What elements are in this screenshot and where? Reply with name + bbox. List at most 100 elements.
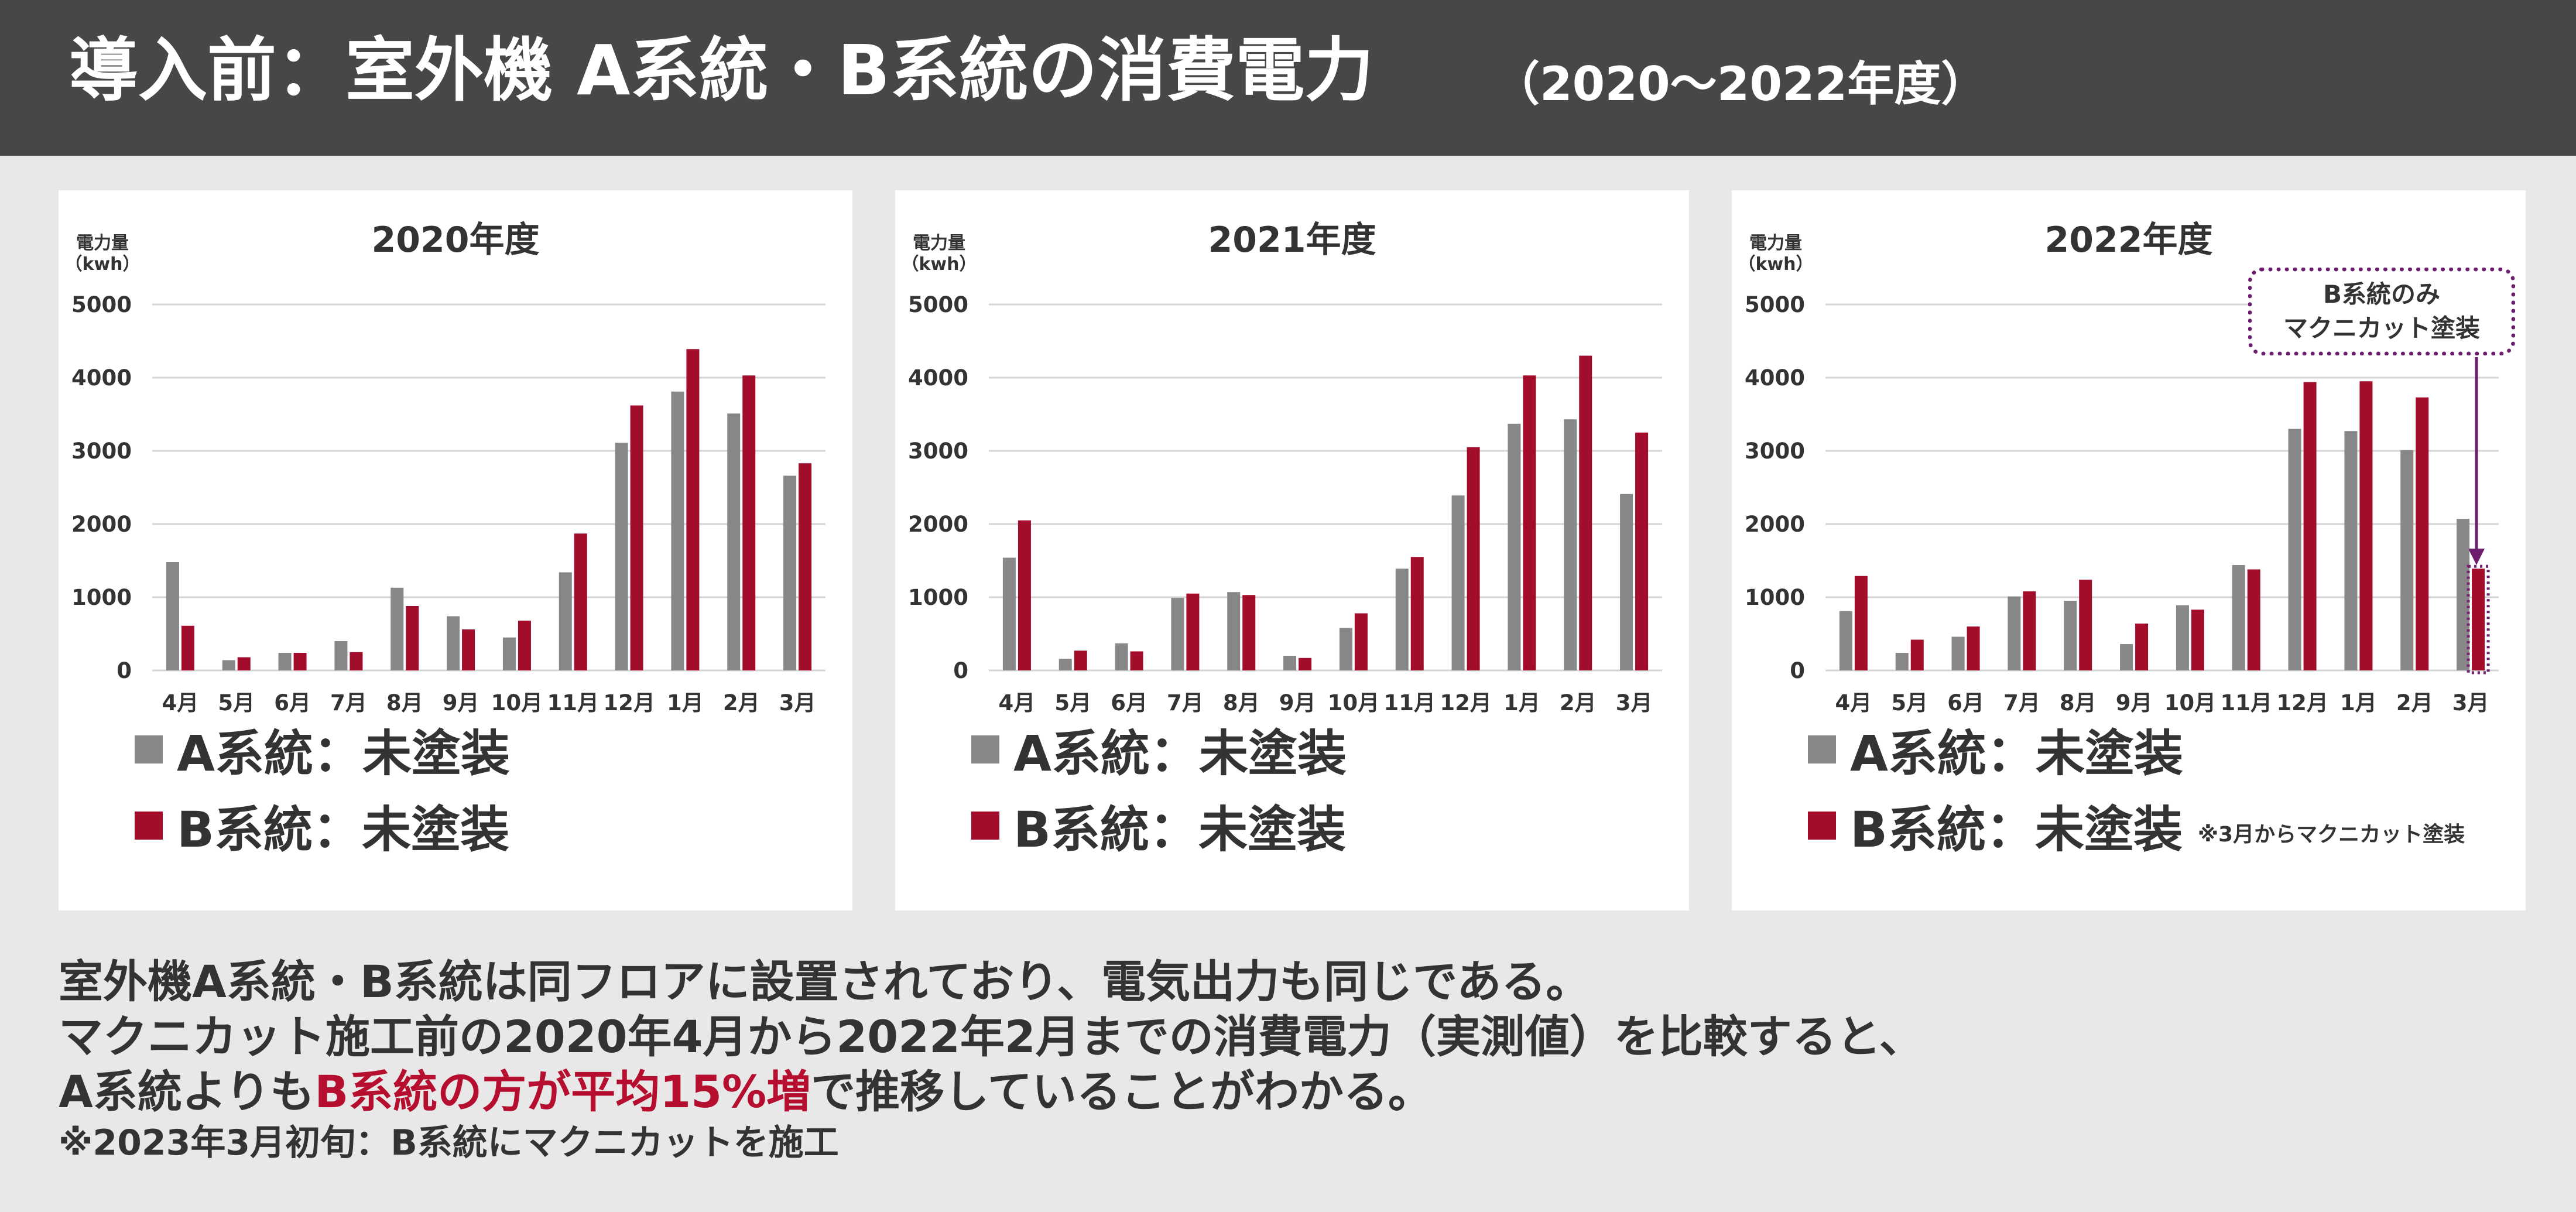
x-tick-label: 9月 bbox=[1279, 690, 1316, 715]
bar-b bbox=[2247, 569, 2260, 670]
legend-label: B系統：未塗装 bbox=[177, 800, 510, 858]
x-tick-label: 12月 bbox=[1440, 690, 1492, 715]
bar-a bbox=[1508, 423, 1521, 670]
bar-a bbox=[1620, 494, 1633, 670]
bar-b bbox=[574, 533, 587, 670]
y-axis-label: （kwh） bbox=[64, 254, 140, 275]
x-tick-label: 8月 bbox=[1223, 690, 1260, 715]
chart-title: 2022年度 bbox=[2045, 220, 2213, 261]
x-tick-label: 7月 bbox=[1167, 690, 1204, 715]
x-tick-label: 8月 bbox=[2060, 690, 2097, 715]
y-tick-label: 1000 bbox=[908, 585, 968, 610]
x-tick-label: 10月 bbox=[1328, 690, 1380, 715]
legend-swatch bbox=[1808, 812, 1836, 840]
x-tick-label: 3月 bbox=[779, 690, 816, 715]
y-axis-label: 電力量 bbox=[1749, 233, 1802, 254]
x-tick-label: 10月 bbox=[491, 690, 543, 715]
bar-b bbox=[2416, 397, 2429, 670]
bar-a bbox=[166, 562, 179, 670]
y-tick-label: 2000 bbox=[908, 512, 968, 537]
chart-svg: 2021年度 電力量（kwh） 0 1000 2000 3000 4000 5000 4月 5月 6… bbox=[901, 220, 1662, 715]
y-tick-label: 1000 bbox=[1745, 585, 1805, 610]
x-tick-label: 11月 bbox=[547, 690, 600, 715]
bar-a bbox=[727, 413, 741, 670]
x-tick-label: 2月 bbox=[1560, 690, 1597, 715]
bar-a bbox=[783, 475, 797, 670]
bar-b bbox=[1186, 593, 1200, 670]
x-tick-label: 6月 bbox=[274, 690, 311, 715]
y-tick-label: 1000 bbox=[71, 585, 132, 610]
bar-b bbox=[350, 652, 363, 670]
bar-a bbox=[1171, 598, 1184, 670]
legend-item-b: B系統：未塗装 bbox=[971, 796, 1346, 858]
bar-a bbox=[2288, 429, 2301, 670]
annotation-arrowhead bbox=[2468, 549, 2485, 565]
bar-b bbox=[2191, 610, 2204, 670]
x-tick-label: 8月 bbox=[386, 690, 423, 715]
bar-a bbox=[1059, 659, 1072, 670]
page-title: 導入前：室外機 A系統・B系統の消費電力 bbox=[69, 30, 1374, 111]
bar-b bbox=[742, 375, 756, 670]
legend-label: A系統：未塗装 bbox=[1850, 724, 2184, 782]
y-tick-label: 5000 bbox=[908, 292, 968, 317]
chart-svg: 2020年度 電力量（kwh） 0 1000 2000 3000 4000 5000 4月 5月 6… bbox=[64, 220, 825, 715]
description-highlight: B系統の方が平均15%増 bbox=[314, 1066, 811, 1118]
bar-b bbox=[518, 621, 531, 670]
bar-a bbox=[1451, 495, 1465, 670]
bar-a bbox=[1395, 569, 1409, 670]
bar-a bbox=[278, 653, 292, 670]
description-line-1: 室外機A系統・B系統は同フロアに設置されており、電気出力も同じである。 bbox=[59, 956, 1591, 1008]
bar-a bbox=[390, 587, 404, 670]
bar-a bbox=[2232, 565, 2245, 670]
x-tick-label: 5月 bbox=[218, 690, 255, 715]
y-tick-label: 4000 bbox=[1745, 365, 1805, 391]
description: 室外機A系統・B系統は同フロアに設置されており、電気出力も同じである。 マクニカ… bbox=[59, 954, 2517, 1166]
bar-b bbox=[1467, 447, 1480, 670]
chart-title: 2020年度 bbox=[372, 220, 540, 261]
legend-swatch bbox=[135, 735, 163, 764]
bar-b bbox=[1635, 432, 1649, 670]
bar-b bbox=[2359, 381, 2373, 670]
page-subtitle: （2020〜2022年度） bbox=[1493, 57, 1988, 111]
bar-a bbox=[2457, 519, 2470, 670]
bar-a bbox=[1227, 592, 1241, 670]
x-tick-label: 4月 bbox=[1835, 690, 1872, 715]
y-tick-label: 4000 bbox=[908, 365, 968, 391]
bar-b bbox=[462, 629, 475, 670]
bar-b bbox=[293, 653, 307, 670]
y-tick-label: 3000 bbox=[1745, 439, 1805, 464]
bar-a bbox=[559, 572, 572, 670]
legend-item-b: B系統：未塗装 bbox=[135, 796, 509, 858]
bar-b bbox=[2472, 569, 2485, 670]
y-tick-label: 0 bbox=[1790, 658, 1805, 683]
x-tick-label: 4月 bbox=[162, 690, 199, 715]
x-tick-label: 9月 bbox=[443, 690, 479, 715]
bar-a bbox=[1339, 628, 1352, 670]
bar-b bbox=[1910, 639, 1924, 670]
x-tick-label: 3月 bbox=[1616, 690, 1653, 715]
bar-a bbox=[447, 616, 460, 670]
bar-a bbox=[2120, 644, 2133, 670]
legend-label: A系統：未塗装 bbox=[1013, 724, 1347, 782]
bar-b bbox=[1523, 375, 1536, 670]
bar-a bbox=[222, 660, 235, 670]
bar-b bbox=[1410, 557, 1424, 670]
y-tick-label: 4000 bbox=[71, 365, 132, 391]
header-bar: 導入前：室外機 A系統・B系統の消費電力 （2020〜2022年度） bbox=[0, 0, 2576, 156]
bar-b bbox=[799, 463, 812, 670]
bar-a bbox=[2008, 596, 2021, 670]
y-tick-label: 3000 bbox=[71, 439, 132, 464]
bar-b bbox=[2135, 624, 2149, 670]
legend-swatch bbox=[135, 812, 163, 840]
x-tick-label: 2月 bbox=[723, 690, 760, 715]
chart-title: 2021年度 bbox=[1208, 220, 1376, 261]
bar-a bbox=[671, 391, 684, 670]
legend-label: A系統：未塗装 bbox=[177, 724, 511, 782]
x-tick-label: 5月 bbox=[1054, 690, 1091, 715]
y-tick-label: 0 bbox=[117, 658, 132, 683]
x-tick-label: 2月 bbox=[2396, 690, 2433, 715]
y-tick-label: 3000 bbox=[908, 439, 968, 464]
legend-swatch bbox=[971, 735, 999, 764]
bar-a bbox=[1283, 656, 1297, 670]
legend-swatch bbox=[971, 812, 999, 840]
